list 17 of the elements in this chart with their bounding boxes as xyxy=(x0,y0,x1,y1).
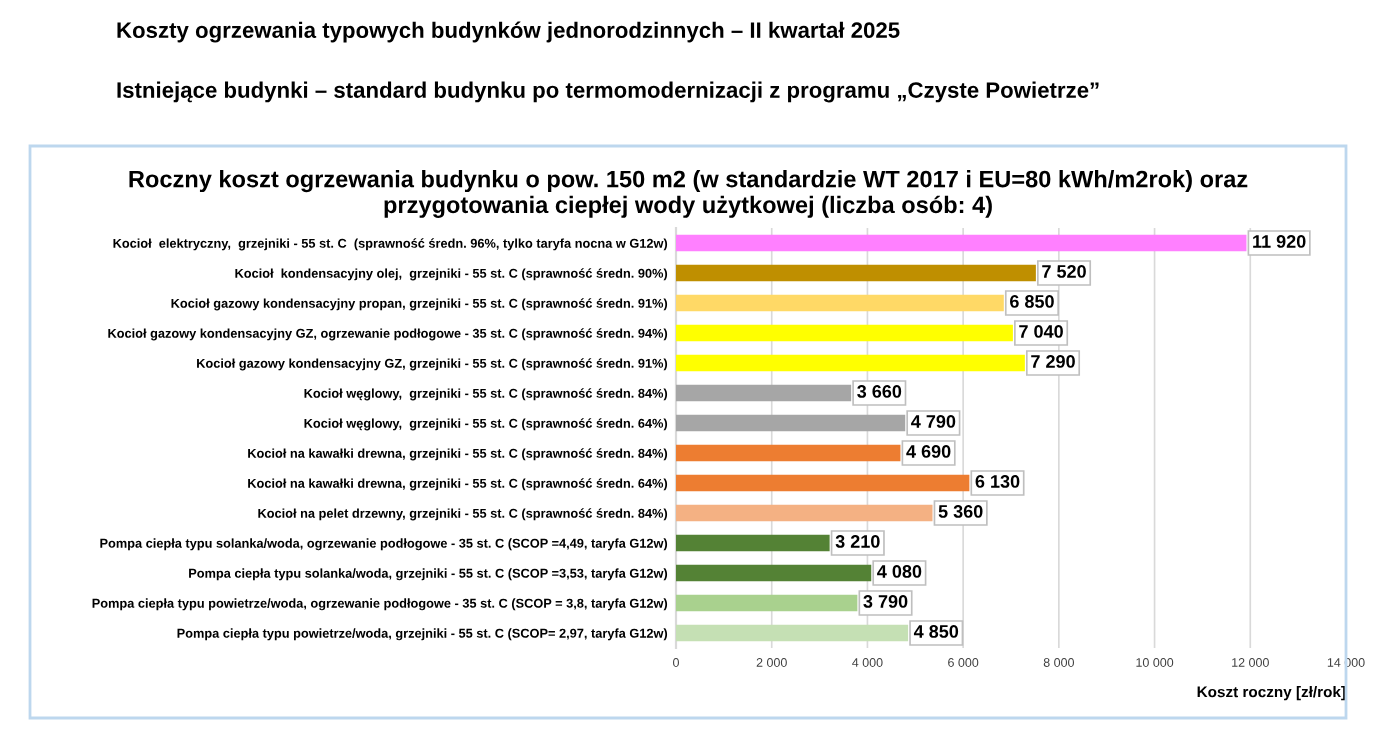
text: Koszty ogrzewania typowych budynków jednorodzinnych – II kwartał 2025 xyxy=(117,21,900,43)
text: Istniejące budynki – standard budynku po termomodernizacji z programu „Czyste Powietrze” xyxy=(117,81,1099,103)
data-label: 5 360 xyxy=(938,505,983,518)
chart-title: Roczny koszt ogrzewania budynku o pow. 150 m2 (w standardzie WT 2017 i EU=80 kWh/m2rok) oraz przygotowania ciepłej wody użytkowej (liczba osób: 4) xyxy=(129,170,1248,218)
data-label: 4 080 xyxy=(877,565,922,578)
data-label: 3 660 xyxy=(857,385,902,398)
data-label: 6 130 xyxy=(975,475,1020,488)
data-label: 4 790 xyxy=(911,415,956,428)
data-label: 3 210 xyxy=(835,535,880,548)
data-label: 7 290 xyxy=(1031,355,1075,368)
data-label: 4 850 xyxy=(913,625,959,638)
data-label: 6 850 xyxy=(1010,295,1054,308)
data-label: 3 790 xyxy=(863,595,908,608)
data-label: 4 690 xyxy=(906,445,951,458)
data-label: 7 520 xyxy=(1042,265,1086,278)
data-label: 7 040 xyxy=(1019,325,1063,338)
data-label: 11 920 xyxy=(1253,235,1306,248)
